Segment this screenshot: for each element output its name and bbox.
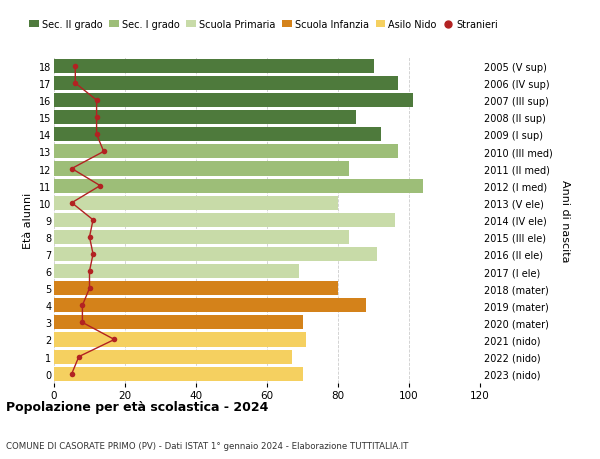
Point: [88, 217, 98, 224]
Bar: [54, 77, 398, 91]
Bar: [54, 247, 377, 262]
Point: [67, 200, 77, 207]
Bar: [54, 333, 306, 347]
Bar: [54, 230, 349, 244]
Y-axis label: Età alunni: Età alunni: [23, 192, 33, 248]
Bar: [54, 299, 367, 313]
Point: [71, 63, 80, 70]
Point: [110, 336, 119, 343]
Point: [92, 114, 101, 122]
Point: [99, 148, 109, 156]
Bar: [54, 179, 423, 193]
Bar: [54, 94, 413, 108]
Bar: [54, 281, 338, 296]
Y-axis label: Anni di nascita: Anni di nascita: [560, 179, 569, 262]
Point: [74, 353, 83, 360]
Bar: [54, 60, 373, 74]
Bar: [54, 196, 338, 210]
Bar: [54, 213, 395, 227]
Bar: [54, 111, 356, 125]
Point: [88, 251, 98, 258]
Bar: [54, 367, 302, 381]
Text: Popolazione per età scolastica - 2024: Popolazione per età scolastica - 2024: [6, 400, 268, 413]
Bar: [54, 162, 349, 176]
Point: [67, 165, 77, 173]
Bar: [54, 316, 302, 330]
Point: [71, 80, 80, 88]
Point: [77, 302, 87, 309]
Point: [85, 285, 94, 292]
Bar: [54, 128, 380, 142]
Point: [95, 183, 105, 190]
Legend: Sec. II grado, Sec. I grado, Scuola Primaria, Scuola Infanzia, Asilo Nido, Stran: Sec. II grado, Sec. I grado, Scuola Prim…: [29, 20, 498, 30]
Bar: [54, 350, 292, 364]
Point: [85, 234, 94, 241]
Point: [92, 97, 101, 105]
Text: COMUNE DI CASORATE PRIMO (PV) - Dati ISTAT 1° gennaio 2024 - Elaborazione TUTTIT: COMUNE DI CASORATE PRIMO (PV) - Dati IST…: [6, 441, 409, 450]
Bar: [54, 145, 398, 159]
Point: [92, 131, 101, 139]
Bar: [54, 264, 299, 279]
Point: [85, 268, 94, 275]
Point: [67, 370, 77, 378]
Point: [77, 319, 87, 326]
